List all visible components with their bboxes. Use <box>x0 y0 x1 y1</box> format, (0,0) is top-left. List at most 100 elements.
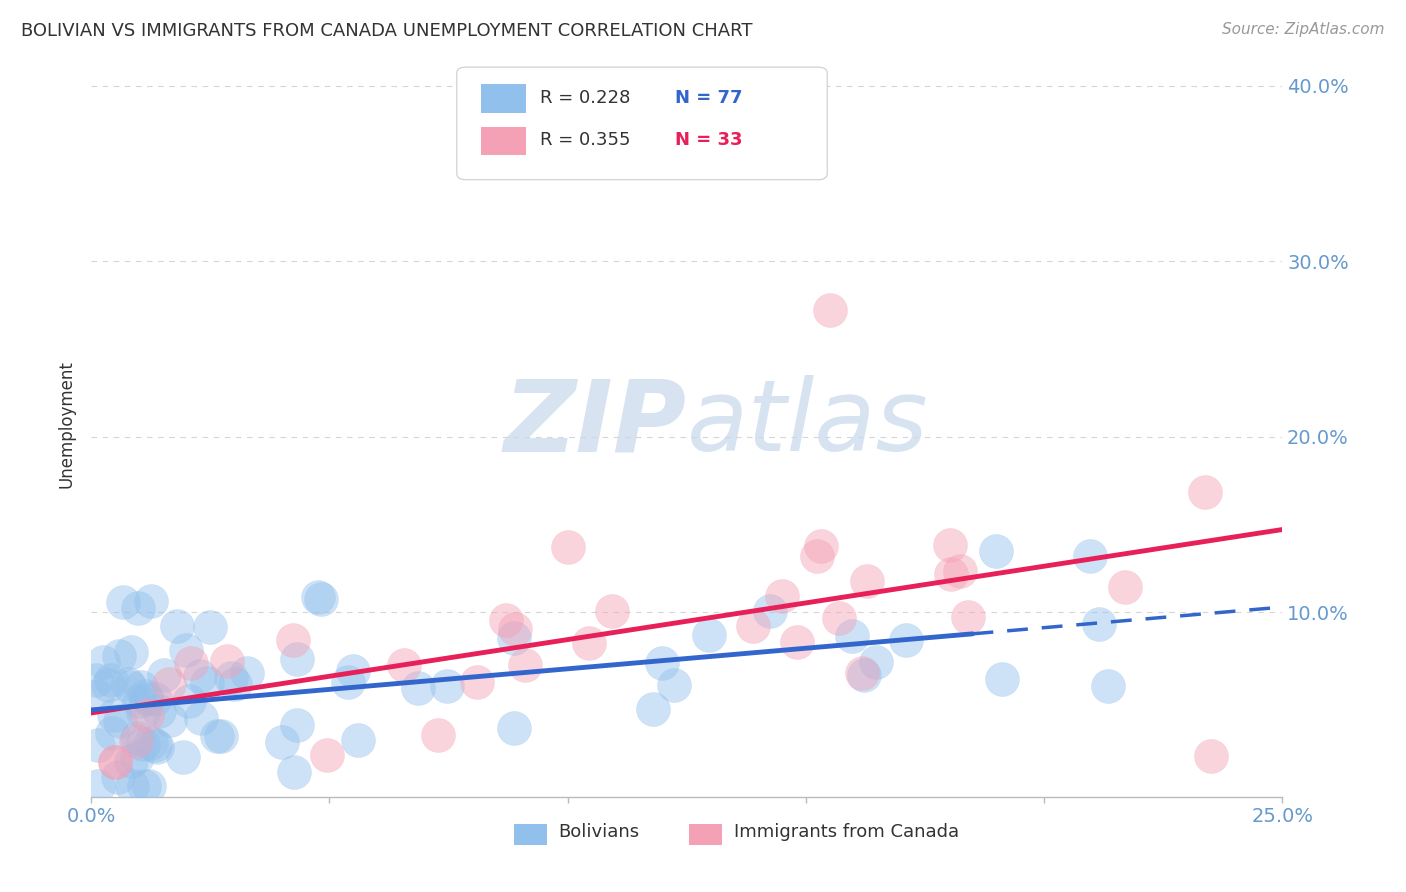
Text: Bolivians: Bolivians <box>558 823 640 841</box>
Point <box>107 770 129 784</box>
Text: ZIP: ZIP <box>503 376 686 472</box>
Point <box>426 728 449 742</box>
Point <box>283 765 305 780</box>
Point <box>600 604 623 618</box>
Point <box>515 658 537 673</box>
Point <box>856 574 879 588</box>
Point <box>132 737 155 751</box>
Point <box>86 690 108 704</box>
Bar <box>481 127 526 155</box>
Point <box>139 594 162 608</box>
Point <box>786 634 808 648</box>
Point <box>159 714 181 728</box>
Point <box>139 736 162 750</box>
Point <box>285 652 308 666</box>
Point <box>100 673 122 687</box>
Point <box>174 642 197 657</box>
Point <box>120 680 142 694</box>
Point <box>236 666 259 681</box>
Point <box>315 747 337 762</box>
Point <box>120 645 142 659</box>
Bar <box>481 84 526 112</box>
Point <box>138 779 160 793</box>
Point <box>104 755 127 769</box>
Point <box>157 677 180 691</box>
Point <box>939 567 962 582</box>
Point <box>180 656 202 670</box>
Point <box>125 734 148 748</box>
Point <box>100 726 122 740</box>
Point <box>557 541 579 555</box>
Point <box>97 678 120 692</box>
Point <box>146 740 169 755</box>
Point <box>135 707 157 722</box>
Point <box>224 677 246 691</box>
Point <box>127 750 149 764</box>
Bar <box>515 824 547 845</box>
Point <box>342 665 364 679</box>
Point <box>215 654 238 668</box>
FancyBboxPatch shape <box>457 67 827 179</box>
Point <box>851 665 873 680</box>
Point <box>770 589 793 603</box>
Point <box>205 729 228 743</box>
Point <box>503 622 526 636</box>
Point <box>865 655 887 669</box>
Point <box>337 674 360 689</box>
Point <box>104 755 127 769</box>
Point <box>810 539 832 553</box>
Point <box>643 702 665 716</box>
Point <box>651 656 673 670</box>
Point <box>219 671 242 685</box>
Point <box>166 619 188 633</box>
Point <box>143 692 166 706</box>
Point <box>188 669 211 683</box>
Text: N = 33: N = 33 <box>675 131 742 149</box>
Text: R = 0.355: R = 0.355 <box>540 131 631 149</box>
Point <box>132 705 155 719</box>
Point <box>1078 549 1101 563</box>
Point <box>177 694 200 708</box>
Point <box>110 714 132 728</box>
Point <box>285 718 308 732</box>
Bar <box>689 824 723 845</box>
Point <box>741 619 763 633</box>
Point <box>190 711 212 725</box>
Point <box>1199 749 1222 764</box>
Point <box>467 675 489 690</box>
Point <box>281 633 304 648</box>
Point <box>271 735 294 749</box>
Point <box>828 611 851 625</box>
Point <box>662 678 685 692</box>
Point <box>125 731 148 745</box>
Point <box>938 538 960 552</box>
Point <box>806 549 828 563</box>
Point <box>1194 484 1216 499</box>
Point <box>84 673 107 687</box>
Point <box>1097 679 1119 693</box>
Point <box>153 667 176 681</box>
Point <box>495 614 517 628</box>
Point <box>436 679 458 693</box>
Point <box>853 668 876 682</box>
Text: N = 77: N = 77 <box>675 88 742 107</box>
Point <box>120 754 142 768</box>
Point <box>129 681 152 695</box>
Point <box>117 677 139 691</box>
Point <box>697 628 720 642</box>
Text: R = 0.228: R = 0.228 <box>540 88 630 107</box>
Point <box>195 676 218 690</box>
Point <box>198 620 221 634</box>
Point <box>392 658 415 673</box>
Point <box>502 632 524 646</box>
Point <box>502 722 524 736</box>
Point <box>103 708 125 723</box>
Point <box>87 738 110 752</box>
Point <box>1114 580 1136 594</box>
Point <box>134 689 156 703</box>
Point <box>991 672 1014 686</box>
Point <box>307 590 329 604</box>
Point <box>86 779 108 793</box>
Point <box>135 692 157 706</box>
Point <box>408 681 430 696</box>
